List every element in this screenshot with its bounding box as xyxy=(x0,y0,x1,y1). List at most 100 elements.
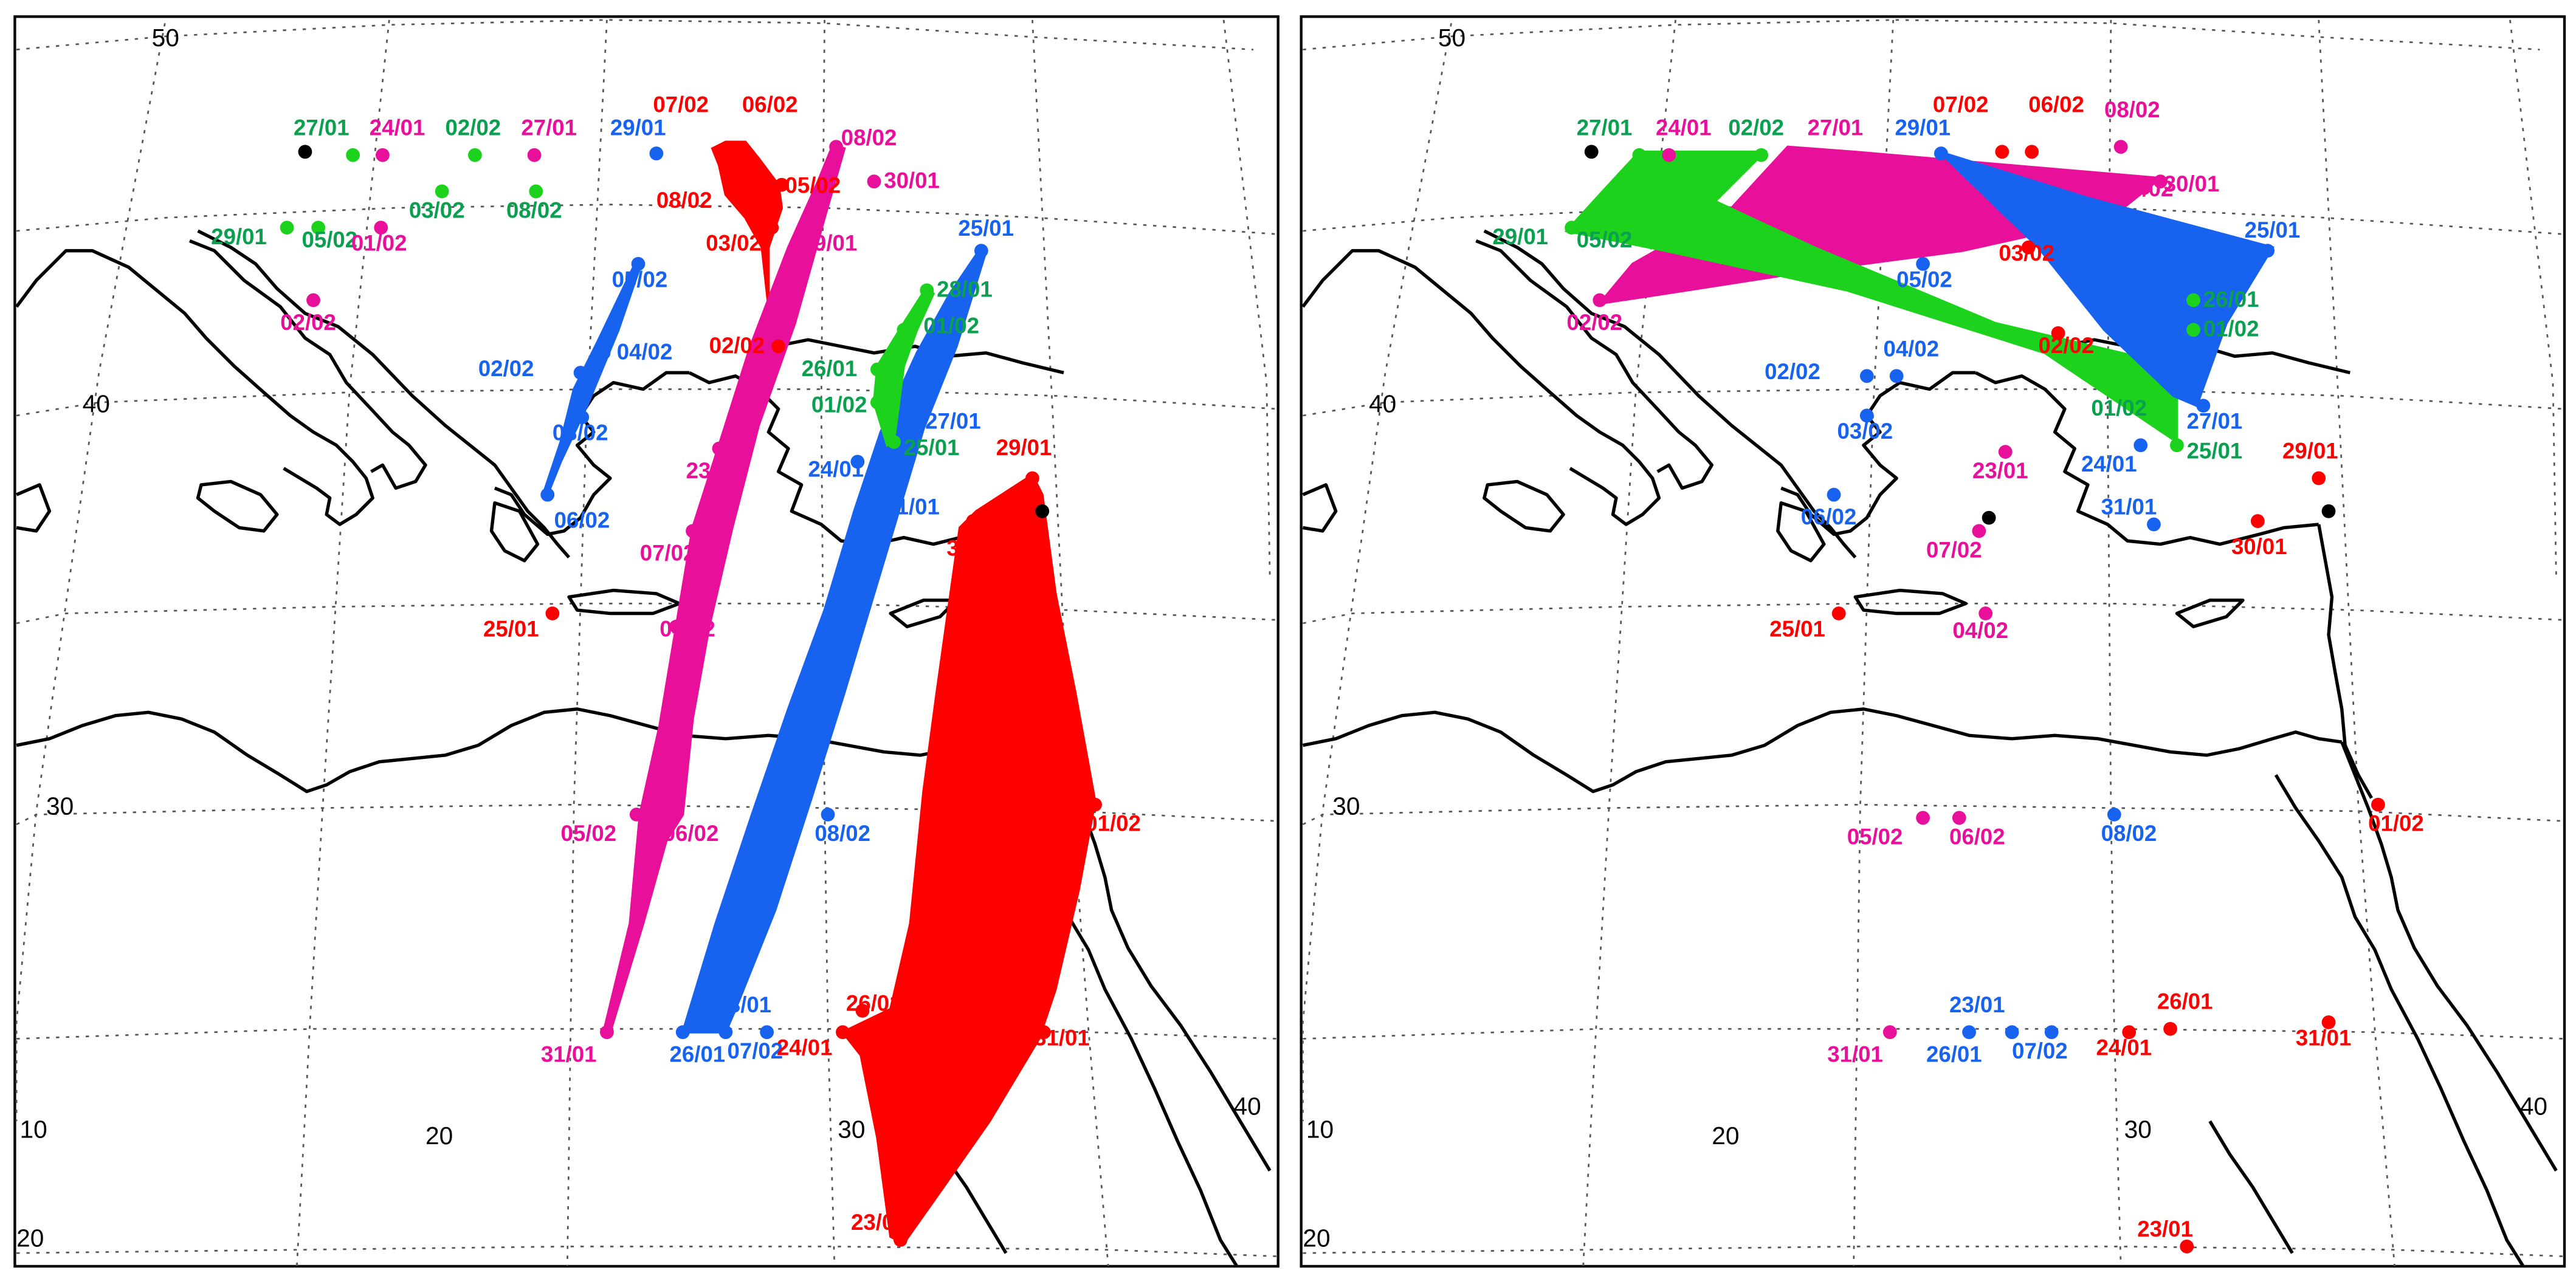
lat-label: 50 xyxy=(1438,24,1465,52)
date-label: 02/02 xyxy=(478,356,534,381)
blue-marker xyxy=(2147,517,2161,532)
graticule-line xyxy=(1303,388,2565,417)
magenta-marker xyxy=(1952,811,1966,825)
green-marker xyxy=(529,184,543,199)
green-marker xyxy=(2157,399,2171,413)
date-label: 02/02 xyxy=(280,310,336,335)
blue-marker xyxy=(718,1025,733,1040)
magenta-marker xyxy=(2153,174,2168,189)
blue-marker xyxy=(631,256,646,271)
magenta-marker xyxy=(600,1025,614,1040)
green-marker xyxy=(870,362,884,377)
date-label: 01/02 xyxy=(923,313,979,338)
graticule-line xyxy=(1303,19,2540,50)
trajectory-polygons xyxy=(1564,145,2275,445)
graticule-labels: 50 40 30 20 10 20 30 40 xyxy=(1303,24,2547,1252)
graticule-line xyxy=(16,388,1278,417)
blue-marker xyxy=(540,487,555,502)
date-label: 30/01 xyxy=(2231,534,2287,559)
date-label: 23/01 xyxy=(2137,1216,2193,1241)
green-marker xyxy=(346,148,360,162)
date-label: 29/01 xyxy=(1492,224,1548,249)
magenta-marker xyxy=(1998,445,2013,459)
blue-marker xyxy=(596,346,611,360)
magenta-marker xyxy=(1813,148,1828,162)
graticule-line xyxy=(16,204,1278,235)
graticule-line xyxy=(16,1246,1278,1258)
lat-label: 50 xyxy=(152,24,179,52)
blue-marker xyxy=(760,1025,774,1040)
lon-label: 20 xyxy=(1712,1122,1739,1150)
green-marker xyxy=(280,221,294,235)
date-label: 25/01 xyxy=(904,435,960,460)
graticule-line xyxy=(566,19,608,1266)
red-marker xyxy=(751,177,766,192)
date-label: 31/01 xyxy=(1034,1025,1090,1050)
magenta-marker xyxy=(666,808,680,822)
date-label: 02/02 xyxy=(1765,359,1820,384)
date-label: 08/02 xyxy=(2118,176,2174,201)
magenta-marker xyxy=(867,174,881,189)
green-marker xyxy=(1596,221,1610,235)
date-label: 25/01 xyxy=(483,617,539,642)
date-label: 08/02 xyxy=(506,197,562,222)
date-label: 05/02 xyxy=(1577,227,1633,252)
blue-marker xyxy=(2133,438,2148,453)
date-label: 06/02 xyxy=(1949,824,2005,849)
magenta-marker xyxy=(686,524,700,538)
blue-marker xyxy=(1827,487,1841,502)
red-marker xyxy=(836,1025,850,1040)
green-marker xyxy=(435,184,449,199)
red-marker xyxy=(1995,145,2009,159)
blue-marker xyxy=(2261,244,2275,258)
blue-marker xyxy=(2005,1025,2019,1040)
date-label: 01/02 xyxy=(2368,811,2424,836)
date-label: 23/01 xyxy=(851,1210,907,1235)
black-marker xyxy=(2321,504,2336,518)
date-label: 07/02 xyxy=(640,541,696,566)
date-label: 04/02 xyxy=(659,617,715,642)
date-label: 03/02 xyxy=(409,197,465,222)
blue-marker xyxy=(821,808,835,822)
magenta-marker xyxy=(376,148,390,162)
red-trajectory xyxy=(841,473,1097,1245)
date-label: 23/01 xyxy=(1972,458,2028,483)
date-label: 02/02 xyxy=(1567,310,1623,335)
magenta-marker xyxy=(1978,606,1993,620)
date-label: 27/01 xyxy=(925,409,981,434)
graticule-line xyxy=(1031,19,1109,1267)
lon-label: 40 xyxy=(1233,1092,1261,1120)
blue-marker xyxy=(864,501,878,515)
date-label: 24/01 xyxy=(370,115,425,140)
date-label: 25/01 xyxy=(2245,218,2301,242)
lon-label: 10 xyxy=(20,1115,47,1143)
date-label: 31/01 xyxy=(2101,495,2157,520)
graticule-line xyxy=(1853,19,1895,1266)
magenta-marker xyxy=(2137,181,2151,195)
blue-marker xyxy=(1916,256,1930,271)
date-label: 06/02 xyxy=(663,821,719,846)
date-label: 29/01 xyxy=(211,224,267,249)
magenta-marker xyxy=(712,441,726,456)
blue-marker xyxy=(850,455,865,469)
blue-marker xyxy=(908,415,923,430)
date-label: 08/02 xyxy=(841,125,897,150)
date-label: 29/01 xyxy=(802,231,858,256)
red-marker xyxy=(894,1233,907,1247)
red-marker xyxy=(855,1003,870,1018)
lat-label: 40 xyxy=(83,390,110,418)
date-label: 25/01 xyxy=(1769,617,1825,642)
lat-label: 40 xyxy=(1369,390,1396,418)
date-label: 27/01 xyxy=(294,115,350,140)
date-label: 03/02 xyxy=(706,231,762,256)
date-label: 07/02 xyxy=(2012,1038,2068,1063)
graticule-line xyxy=(296,19,390,1267)
date-label: 02/02 xyxy=(709,333,765,358)
blue-marker xyxy=(1859,369,1874,383)
green-marker xyxy=(2170,438,2184,453)
date-label: 08/02 xyxy=(2101,821,2157,846)
graticule-labels: 50 40 30 20 10 20 30 40 xyxy=(16,24,1261,1252)
blue-marker xyxy=(573,365,588,380)
date-label: 26/01 xyxy=(1926,1042,1982,1067)
date-label: 26/01 xyxy=(846,990,902,1015)
